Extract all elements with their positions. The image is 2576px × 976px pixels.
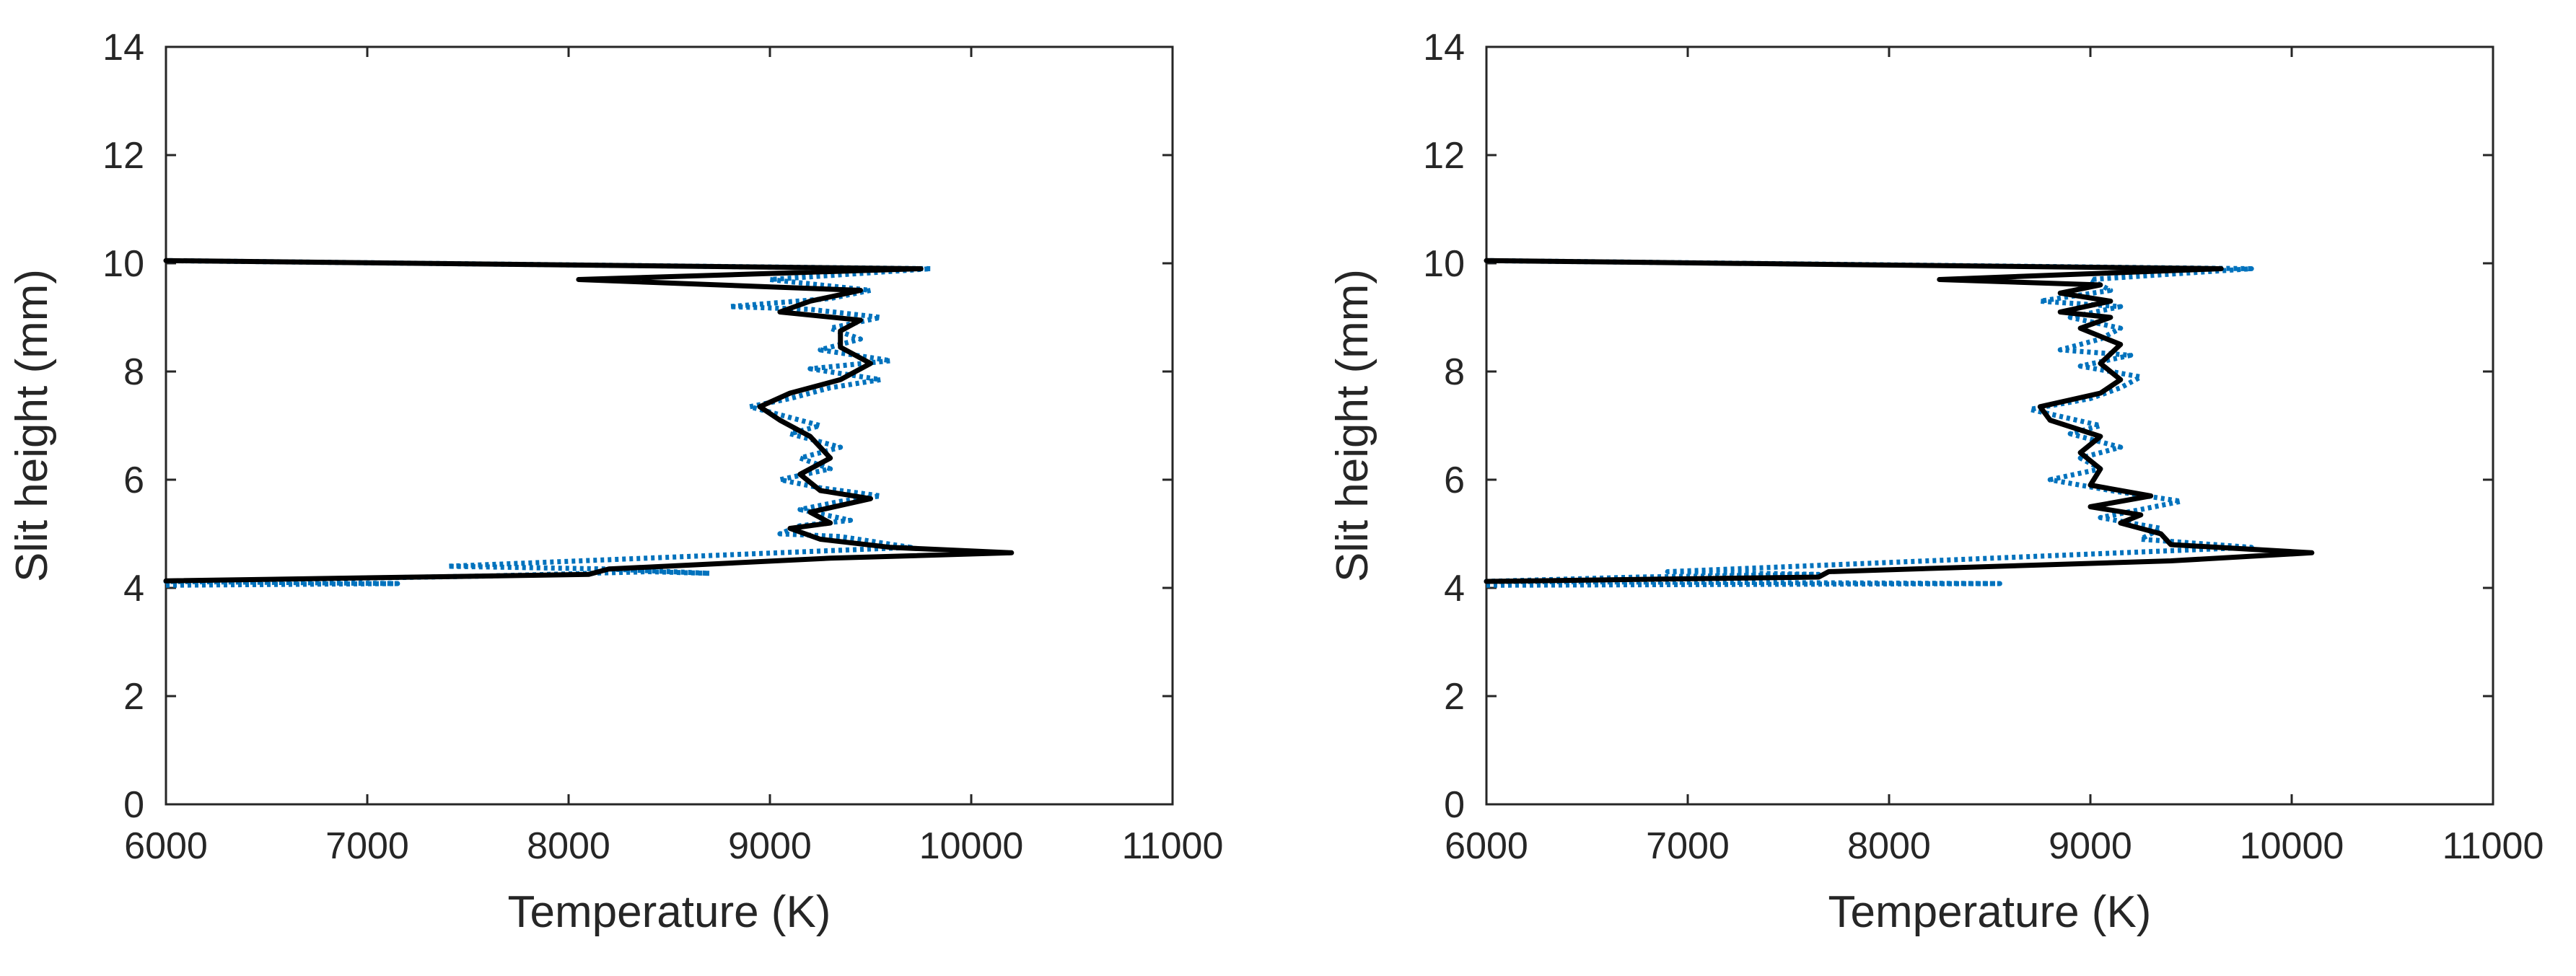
y-tick-label: 12 bbox=[1423, 135, 1465, 177]
x-tick-label: 9000 bbox=[2049, 825, 2132, 867]
axes-box bbox=[1485, 45, 2494, 806]
x-tick-label: 6000 bbox=[124, 825, 208, 867]
x-tick-label: 10000 bbox=[2240, 825, 2344, 867]
measured-series-line bbox=[1484, 258, 2254, 588]
y-axis-label: Slit height (mm) bbox=[1328, 269, 1377, 582]
axes-box bbox=[165, 45, 1174, 806]
x-tick-label: 6000 bbox=[1445, 825, 1528, 867]
chart-panel-1: 6000 7000 8000 9000 10000 11000 0 2 4 6 8 10 12 14 Tem… bbox=[7, 27, 1223, 937]
x-tick-label: 11000 bbox=[1122, 825, 1224, 867]
x-tick-label: 8000 bbox=[1847, 825, 1931, 867]
x-tick-label: 8000 bbox=[527, 825, 610, 867]
y-tick-label: 0 bbox=[1444, 784, 1465, 826]
fit-series-line bbox=[1484, 258, 2315, 584]
y-tick-label: 0 bbox=[123, 784, 144, 826]
fit-series-line bbox=[163, 258, 1015, 584]
y-tick-label: 14 bbox=[102, 27, 144, 69]
x-tick-label: 10000 bbox=[919, 825, 1024, 867]
y-tick-label: 6 bbox=[1444, 460, 1465, 501]
y-tick-label: 8 bbox=[1444, 351, 1465, 393]
x-tick-label: 9000 bbox=[728, 825, 812, 867]
x-axis-label: Temperature (K) bbox=[508, 887, 831, 937]
y-tick-label: 2 bbox=[1444, 676, 1465, 718]
y-tick-label: 8 bbox=[123, 351, 144, 393]
x-axis-label: Temperature (K) bbox=[1828, 887, 2152, 937]
y-tick-label: 2 bbox=[123, 676, 144, 718]
y-axis-label: Slit height (mm) bbox=[7, 269, 57, 582]
y-tick-label: 10 bbox=[102, 243, 144, 285]
measured-series-line bbox=[163, 258, 934, 588]
x-tick-label: 11000 bbox=[2443, 825, 2544, 867]
y-tick-label: 4 bbox=[123, 568, 144, 610]
chart-panel-2: 6000 7000 8000 9000 10000 11000 0 2 4 6 8 10 12 14 Tem… bbox=[1328, 27, 2544, 937]
y-tick-label: 10 bbox=[1423, 243, 1465, 285]
x-tick-label: 7000 bbox=[325, 825, 409, 867]
y-tick-label: 4 bbox=[1444, 568, 1465, 610]
y-tick-label: 12 bbox=[102, 135, 144, 177]
y-tick-label: 6 bbox=[123, 460, 144, 501]
y-tick-label: 14 bbox=[1423, 27, 1465, 69]
x-tick-label: 7000 bbox=[1646, 825, 1730, 867]
